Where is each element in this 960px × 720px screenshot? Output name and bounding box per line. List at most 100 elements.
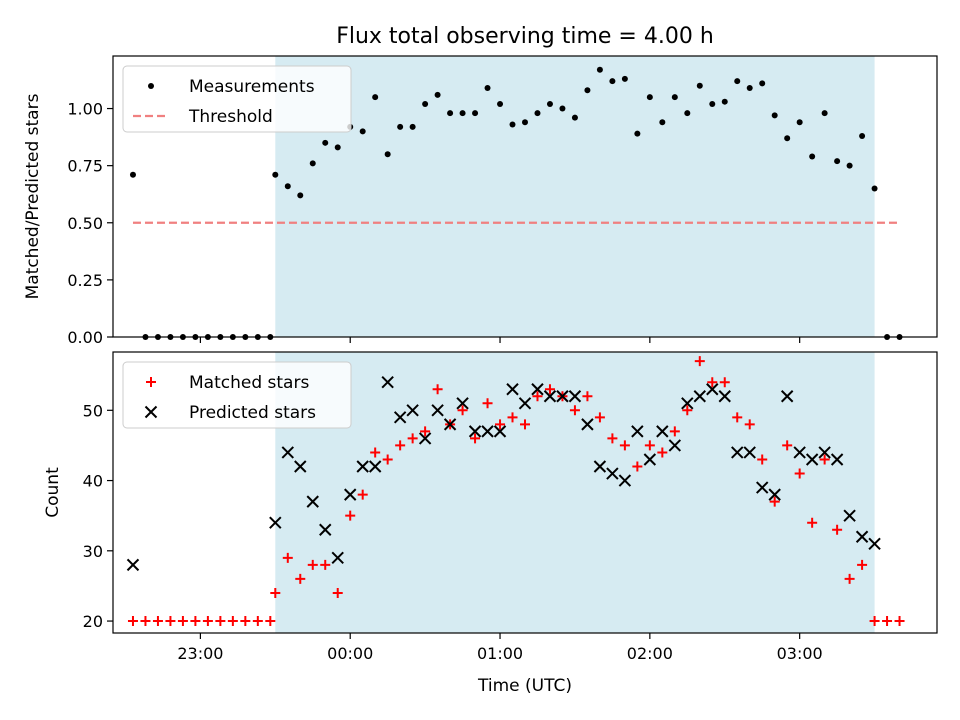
matched-star-point: [857, 559, 868, 570]
predicted-star-point: [706, 383, 719, 396]
matched-star-point: [307, 559, 318, 570]
matched-star-point: [270, 587, 281, 598]
x-tick-label: 03:00: [777, 644, 823, 663]
matched-star-point: [844, 573, 855, 584]
matched-star-point: [202, 616, 213, 627]
legend-box: [122, 65, 352, 133]
x-tick-label: 01:00: [477, 644, 523, 663]
legend-swatch: [146, 377, 156, 387]
measurement-point: [796, 119, 803, 126]
measurement-point: [721, 98, 728, 105]
matched-star-point: [332, 587, 343, 598]
predicted-star-point: [805, 453, 819, 466]
predicted-star-point: [606, 467, 619, 480]
predicted-star-point: [631, 425, 644, 438]
predicted-star-point: [543, 390, 557, 403]
measurement-point: [322, 139, 329, 146]
x-tick-label: 23:00: [177, 644, 223, 663]
predicted-star-point: [431, 404, 444, 417]
measurement-point: [509, 121, 516, 128]
matched-star-point: [407, 433, 418, 444]
measurement-point: [472, 110, 479, 117]
predicted-star-point: [756, 481, 769, 494]
measurement-point: [334, 144, 341, 151]
observing-window-band: [275, 56, 875, 337]
matched-star-point: [719, 377, 730, 388]
measurement-point: [871, 185, 878, 192]
measurement-point: [522, 119, 528, 126]
ratio-x-ticks: [199, 337, 801, 343]
ratio-subplot: 0.00 0.25 0.50 0.75 1.00 Matched/Predicted s…: [23, 55, 938, 347]
matched-star-point: [252, 616, 263, 627]
matched-star-point: [370, 447, 381, 458]
measurement-point: [584, 87, 591, 94]
y-tick-label: 1.00: [67, 100, 103, 119]
predicted-star-point: [618, 474, 632, 487]
predicted-star-point: [855, 530, 869, 543]
predicted-star-point: [718, 390, 731, 403]
count-x-axis-label: Time (UTC): [477, 676, 572, 696]
count-axes-frame: [112, 351, 938, 634]
predicted-star-point: [481, 425, 494, 438]
matched-star-point: [594, 412, 605, 423]
measurement-point: [846, 162, 853, 169]
predicted-star-point: [593, 460, 607, 473]
matched-star-point: [682, 405, 693, 416]
matched-star-point: [569, 405, 580, 416]
measurement-point: [771, 112, 778, 119]
measurement-point: [809, 153, 816, 160]
predicted-star-point: [418, 432, 432, 445]
predicted-star-point: [294, 460, 307, 473]
matched-star-point: [295, 573, 306, 584]
predicted-star-point: [830, 453, 844, 466]
measurement-point: [284, 183, 291, 190]
chart-title: Flux total observing time = 4.00 h: [336, 24, 714, 49]
predicted-star-point: [643, 453, 657, 466]
predicted-star-point: [493, 425, 507, 438]
matched-star-point: [732, 412, 743, 423]
legend-label: Matched stars: [189, 373, 309, 393]
legend-swatch: [144, 405, 158, 419]
measurement-point: [609, 78, 616, 85]
matched-star-point: [744, 419, 755, 430]
matched-star-point: [240, 616, 251, 627]
measurement-point: [596, 66, 603, 73]
predicted-star-point: [468, 425, 482, 438]
matched-star-point: [607, 433, 618, 444]
y-tick-label: 0.25: [67, 271, 103, 290]
matched-star-point: [265, 616, 276, 627]
matched-star-point: [520, 419, 530, 430]
predicted-star-point: [281, 446, 294, 459]
measurement-point: [359, 128, 366, 135]
measurement-point: [821, 110, 828, 117]
predicted-star-point: [126, 558, 140, 572]
measurement-point: [434, 91, 441, 98]
predicted-star-point: [581, 418, 594, 431]
measurement-point: [297, 192, 304, 199]
measurement-point: [447, 110, 454, 117]
ratio-y-ticks: 0.00 0.25 0.50 0.75 1.00: [67, 100, 113, 347]
measurement-point: [659, 119, 666, 126]
count-subplot: 20 30 40 50 23:00 00:00 01:00 02:00 03:00 Count…: [43, 351, 938, 696]
matched-star-point: [807, 517, 818, 528]
predicted-star-point: [768, 488, 781, 501]
predicted-star-point: [656, 425, 669, 438]
measurement-point: [384, 151, 391, 158]
measurement-point: [746, 84, 753, 91]
predicted-star-point: [843, 509, 856, 522]
matched-star-point: [432, 384, 443, 395]
ratio-y-axis-label: Matched/Predicted stars: [23, 93, 43, 299]
y-tick-label: 0.75: [67, 157, 103, 176]
observing-window-band: [275, 352, 875, 633]
measurement-point: [309, 160, 316, 167]
predicted-star-point: [556, 390, 569, 403]
matched-star-point: [507, 412, 518, 423]
matched-star-point: [177, 616, 188, 627]
matched-star-point: [357, 489, 368, 500]
legend-box: [122, 361, 352, 429]
predicted-star-point: [319, 523, 332, 536]
matched-star-point: [382, 454, 393, 465]
matched-star-point: [457, 405, 468, 416]
y-tick-label: 50: [83, 401, 103, 420]
